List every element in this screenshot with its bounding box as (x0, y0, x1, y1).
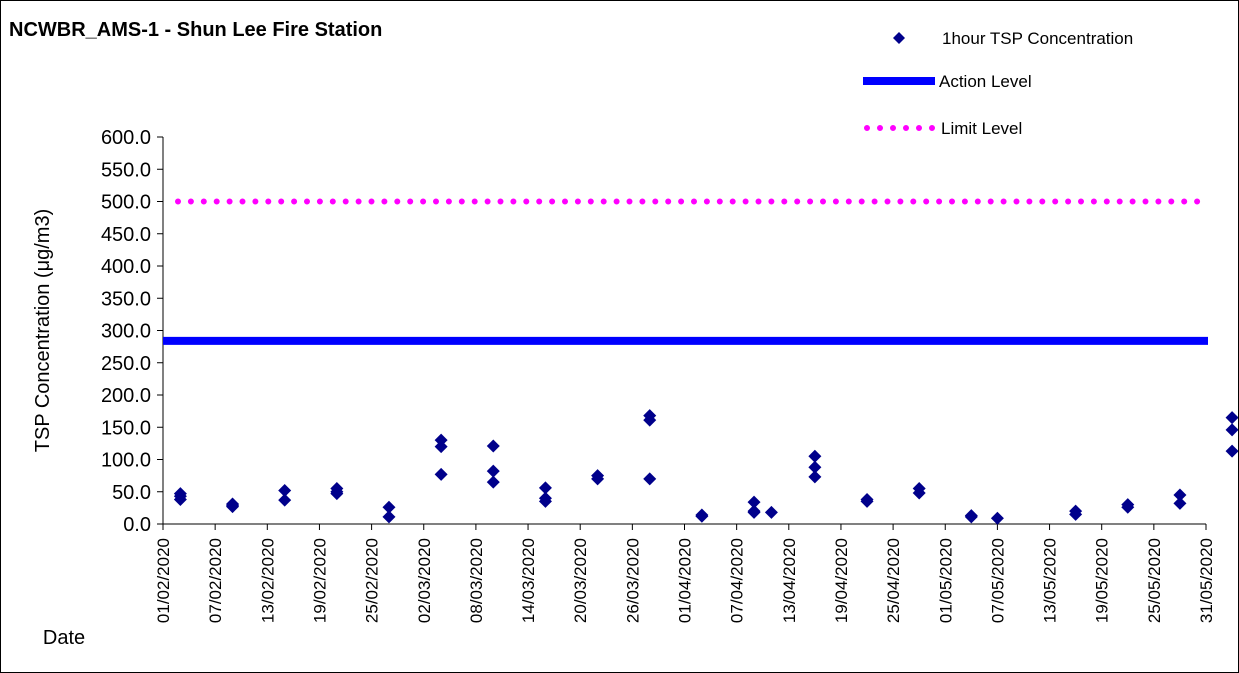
x-tick-label: 01/05/2020 (936, 538, 955, 623)
tsp-data-point (1069, 507, 1083, 521)
x-tick-label: 25/05/2020 (1145, 538, 1164, 623)
tsp-data-point (486, 439, 500, 453)
tsp-data-point (764, 505, 778, 519)
y-tick-label: 250.0 (101, 353, 151, 375)
tsp-data-point (278, 483, 292, 497)
tsp-data-point (808, 470, 822, 484)
x-axis-title: Date (43, 627, 85, 649)
tsp-data-point (538, 481, 552, 495)
x-tick-label: 19/02/2020 (310, 538, 329, 623)
legend-label-action: Action Level (939, 72, 1032, 91)
tsp-data-point (990, 511, 1004, 525)
tsp-data-point (486, 464, 500, 478)
tsp-data-point (808, 449, 822, 463)
tsp-data-point (695, 509, 709, 523)
tsp-data-point (747, 495, 761, 509)
tsp-data-point (538, 494, 552, 508)
tsp-data-point (382, 510, 396, 524)
chart-title: NCWBR_AMS-1 - Shun Lee Fire Station (9, 19, 382, 41)
tsp-data-point (434, 467, 448, 481)
tsp-data-point (278, 493, 292, 507)
legend-marker-tsp (893, 32, 905, 44)
x-tick-label: 26/03/2020 (623, 538, 642, 623)
x-tick-label: 25/04/2020 (884, 538, 903, 623)
x-tick-label: 20/03/2020 (571, 538, 590, 623)
x-tick-label: 07/02/2020 (206, 538, 225, 623)
tsp-data-point (747, 505, 761, 519)
tsp-data-point (1225, 411, 1238, 425)
x-tick-label: 25/02/2020 (363, 538, 382, 623)
y-tick-label: 600.0 (101, 127, 151, 149)
tsp-data-point (486, 475, 500, 489)
series-layer (163, 198, 1238, 525)
tsp-data-point (643, 413, 657, 427)
tsp-data-point (1225, 444, 1238, 458)
y-axis-title: TSP Concentration (μg/m3) (32, 209, 54, 452)
x-tick-label: 14/03/2020 (519, 538, 538, 623)
x-tick-label: 31/05/2020 (1197, 538, 1216, 623)
y-tick-label: 400.0 (101, 256, 151, 278)
legend-label-limit: Limit Level (941, 119, 1022, 138)
x-tick-label: 07/05/2020 (988, 538, 1007, 623)
tsp-data-point (173, 489, 187, 503)
y-tick-label: 150.0 (101, 417, 151, 439)
x-tick-label: 13/02/2020 (258, 538, 277, 623)
x-tick-label: 19/05/2020 (1093, 538, 1112, 623)
tsp-data-point (330, 485, 344, 499)
tsp-data-point (1225, 423, 1238, 437)
tsp-data-point (434, 440, 448, 454)
y-tick-label: 200.0 (101, 385, 151, 407)
tsp-data-point (1173, 488, 1187, 502)
tsp-data-point (643, 472, 657, 486)
tsp-data-point (226, 498, 240, 512)
tsp-data-point (912, 486, 926, 500)
y-tick-label: 100.0 (101, 450, 151, 472)
tsp-data-point (382, 500, 396, 514)
y-tick-label: 0.0 (123, 514, 151, 536)
y-tick-label: 300.0 (101, 321, 151, 343)
tsp-data-point (1121, 500, 1135, 514)
x-tick-label: 07/04/2020 (728, 538, 747, 623)
tsp-data-point (964, 510, 978, 524)
y-tick-label: 350.0 (101, 288, 151, 310)
x-tick-label: 02/03/2020 (415, 538, 434, 623)
x-tick-label: 01/04/2020 (676, 538, 695, 623)
x-tick-label: 19/04/2020 (832, 538, 851, 623)
y-tick-label: 550.0 (101, 159, 151, 181)
legend: 1hour TSP Concentration Action Level Limit… (863, 29, 1133, 138)
axes: 0.0 50.0 100.0 150.0 200.0 250.0 300.0 350.0 400… (32, 127, 1216, 649)
tsp-data-point (1173, 496, 1187, 510)
x-tick-label: 13/04/2020 (780, 538, 799, 623)
y-tick-label: 50.0 (112, 482, 151, 504)
x-tick-label: 13/05/2020 (1041, 538, 1060, 623)
tsp-data-point (808, 460, 822, 474)
y-tick-label: 450.0 (101, 224, 151, 246)
legend-label-tsp: 1hour TSP Concentration (942, 29, 1133, 48)
x-tick-label: 01/02/2020 (154, 538, 173, 623)
y-tick-label: 500.0 (101, 192, 151, 214)
tsp-data-point (591, 472, 605, 486)
tsp-data-point (860, 494, 874, 508)
x-tick-label: 08/03/2020 (467, 538, 486, 623)
